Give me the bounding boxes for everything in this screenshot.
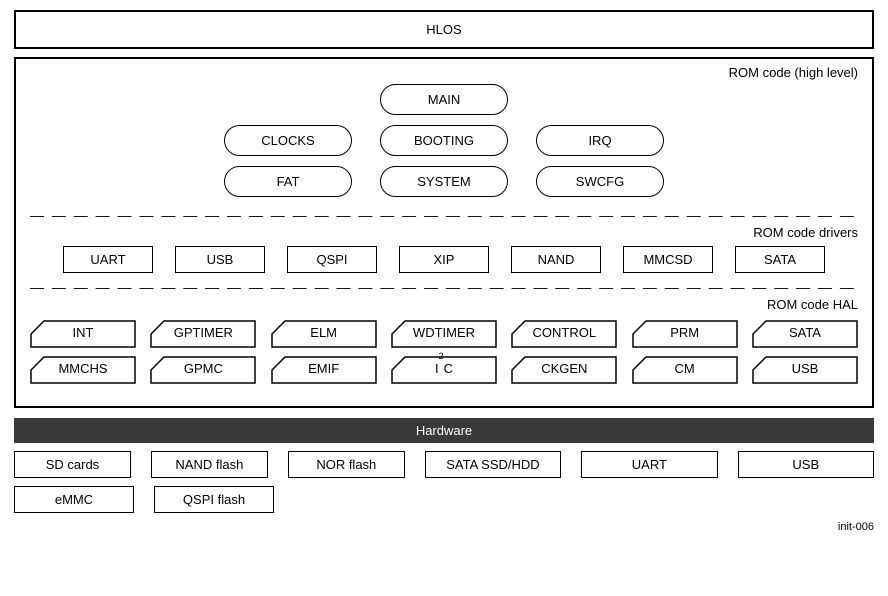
pill-main: MAIN xyxy=(380,84,508,115)
high-level-row-1: CLOCKS BOOTING IRQ xyxy=(30,125,858,156)
hal-wdtimer: WDTIMER xyxy=(391,320,497,348)
hal-control: CONTROL xyxy=(511,320,617,348)
hw-nandflash: NAND flash xyxy=(151,451,268,478)
hal-emif: EMIF xyxy=(271,356,377,384)
hlos-box: HLOS xyxy=(14,10,874,49)
hw-qspiflash: QSPI flash xyxy=(154,486,274,513)
pill-system: SYSTEM xyxy=(380,166,508,197)
driver-uart: UART xyxy=(63,246,153,273)
drivers-label: ROM code drivers xyxy=(30,225,858,240)
driver-mmcsd: MMCSD xyxy=(623,246,713,273)
hal-gpmc: GPMC xyxy=(150,356,256,384)
hal-sata: SATA xyxy=(752,320,858,348)
hardware-row-1: eMMC QSPI flash xyxy=(14,486,874,513)
hw-uart: UART xyxy=(581,451,717,478)
hw-norflash: NOR flash xyxy=(288,451,405,478)
hardware-bar: Hardware xyxy=(14,418,874,443)
hal-usb: USB xyxy=(752,356,858,384)
pill-booting: BOOTING xyxy=(380,125,508,156)
rom-code-container: ROM code (high level) MAIN CLOCKS BOOTIN… xyxy=(14,57,874,408)
hal-i2c: I2C xyxy=(391,356,497,384)
hal-elm: ELM xyxy=(271,320,377,348)
diagram-id: init-006 xyxy=(14,521,874,533)
driver-qspi: QSPI xyxy=(287,246,377,273)
hal-prm: PRM xyxy=(632,320,738,348)
hal-int: INT xyxy=(30,320,136,348)
high-level-row-0: MAIN xyxy=(30,84,858,115)
separator-2: — — — — — — — — — — — — — — — — — — — — … xyxy=(30,279,858,295)
hw-sata: SATA SSD/HDD xyxy=(425,451,561,478)
pill-clocks: CLOCKS xyxy=(224,125,352,156)
driver-nand: NAND xyxy=(511,246,601,273)
hal-label: ROM code HAL xyxy=(30,297,858,312)
high-level-label: ROM code (high level) xyxy=(30,65,858,80)
hal-mmchs: MMCHS xyxy=(30,356,136,384)
drivers-row: UART USB QSPI XIP NAND MMCSD SATA xyxy=(30,246,858,273)
hw-usb: USB xyxy=(738,451,874,478)
hal-gptimer: GPTIMER xyxy=(150,320,256,348)
hal-cm: CM xyxy=(632,356,738,384)
hal-row-1: MMCHS GPMC EMIF I2C CKGEN CM USB xyxy=(30,356,858,384)
hw-sdcards: SD cards xyxy=(14,451,131,478)
hal-row-0: INT GPTIMER ELM WDTIMER CONTROL PRM SATA xyxy=(30,320,858,348)
separator-1: — — — — — — — — — — — — — — — — — — — — … xyxy=(30,207,858,223)
hw-emmc: eMMC xyxy=(14,486,134,513)
hardware-row-0: SD cards NAND flash NOR flash SATA SSD/H… xyxy=(14,451,874,478)
driver-usb: USB xyxy=(175,246,265,273)
hlos-label: HLOS xyxy=(426,22,461,37)
driver-xip: XIP xyxy=(399,246,489,273)
pill-fat: FAT xyxy=(224,166,352,197)
driver-sata: SATA xyxy=(735,246,825,273)
pill-irq: IRQ xyxy=(536,125,664,156)
high-level-row-2: FAT SYSTEM SWCFG xyxy=(30,166,858,197)
pill-swcfg: SWCFG xyxy=(536,166,664,197)
hal-ckgen: CKGEN xyxy=(511,356,617,384)
